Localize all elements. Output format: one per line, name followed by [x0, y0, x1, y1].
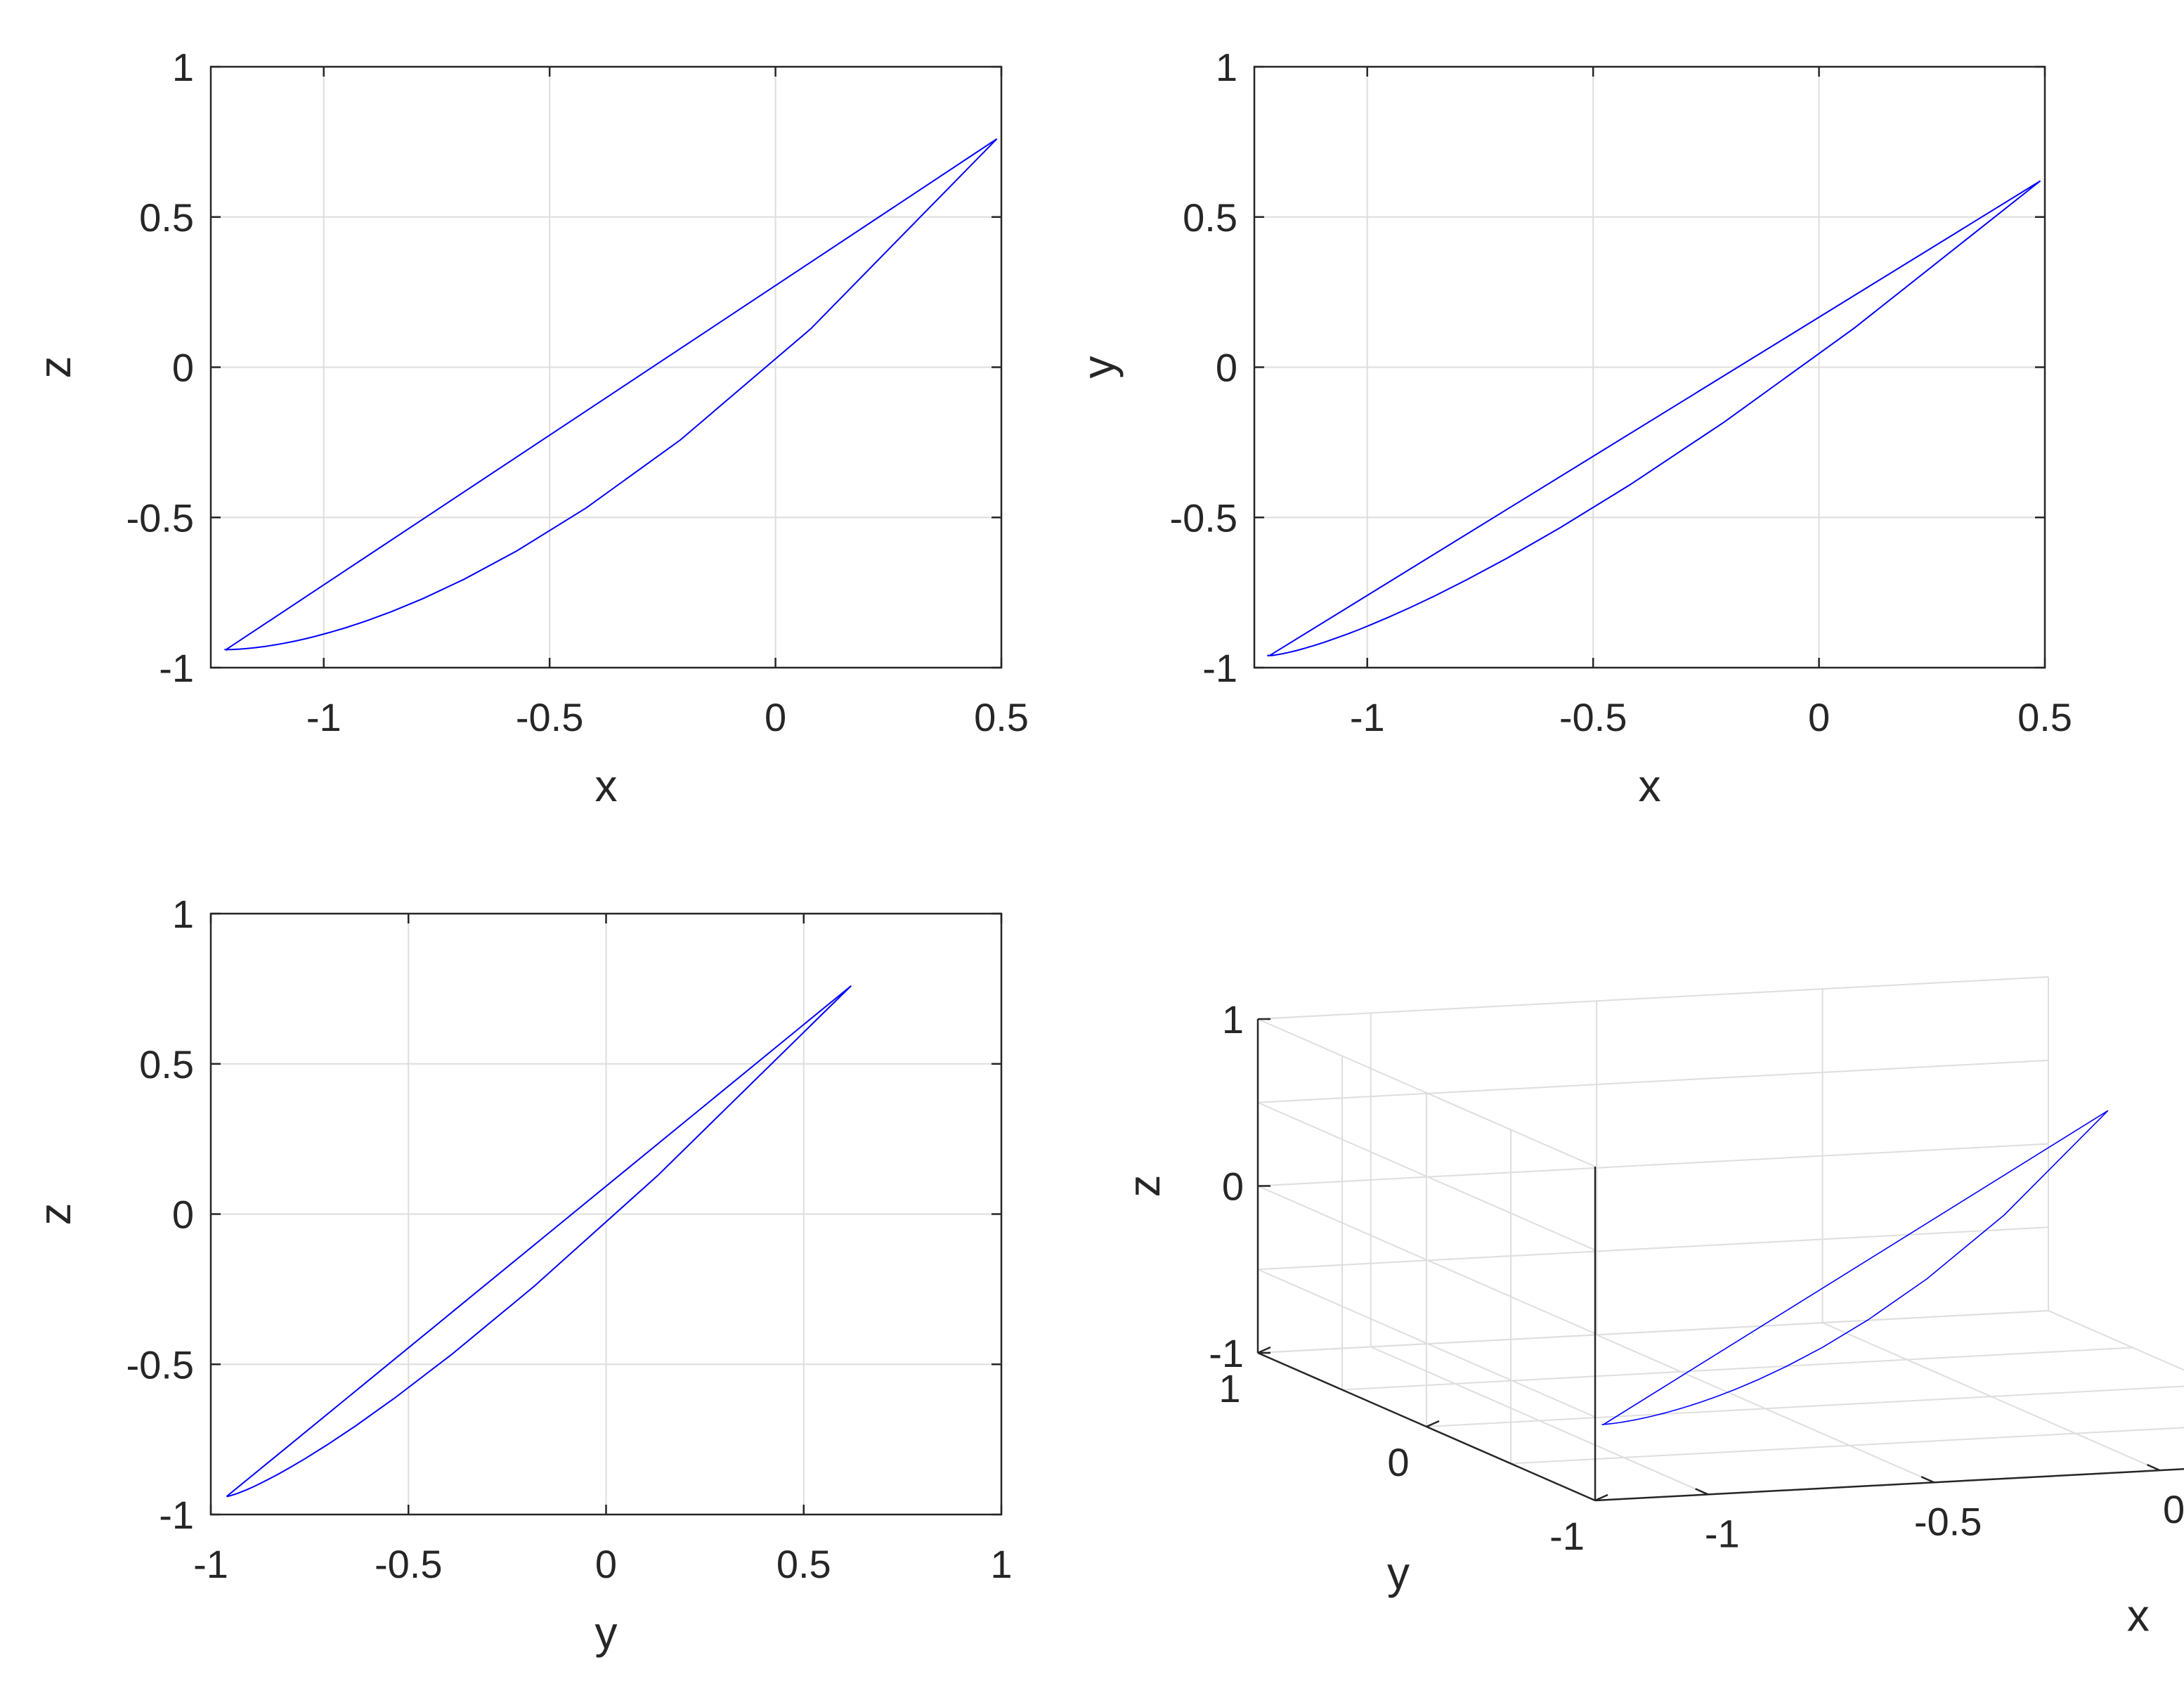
- x-tick-label: -0.5: [375, 1542, 443, 1586]
- y-tick-mark: [1257, 1346, 1271, 1354]
- x-tick-label: -1: [1350, 695, 1385, 739]
- x-axis-label: y: [595, 1607, 618, 1658]
- panel-xz: -1 -0.5 0 0.5 -1 -0.5 0 0.5 1 x z: [30, 45, 1029, 811]
- x-tick-label: -0.5: [1914, 1499, 1982, 1543]
- y-tick-mark: [1426, 1420, 1440, 1428]
- x-tick-label: 1: [990, 1542, 1012, 1586]
- y-tick-label: -1: [159, 1493, 194, 1537]
- y-tick-label: 1: [172, 45, 194, 89]
- x-tick-label: 0: [765, 695, 786, 739]
- x-tick-label: -1: [306, 695, 342, 739]
- y-axis-label: z: [30, 356, 80, 379]
- y-tick-mark: [1594, 1493, 1608, 1502]
- y-tick-label: 0: [172, 1193, 194, 1237]
- x-tick-label: -1: [193, 1542, 228, 1586]
- y-tick-label: 0: [1216, 346, 1237, 390]
- y-tick-label: 1: [1218, 1366, 1240, 1411]
- side-wall-gridline: [1257, 1269, 1596, 1418]
- attractor-trajectory: [224, 138, 998, 651]
- back-wall-gridline: [1257, 1226, 2049, 1271]
- side-wall-gridline: [1257, 1101, 1596, 1251]
- back-wall-gridline: [1257, 1310, 2049, 1354]
- x-tick-label: -0.5: [516, 695, 584, 739]
- x-tick-mark: [1920, 1476, 1935, 1484]
- y-tick-label: -1: [1202, 646, 1237, 690]
- x-axis-label: x: [1639, 760, 1661, 811]
- attractor-trajectory-3d: [1601, 1110, 2109, 1425]
- y-tick-label: 0: [172, 346, 194, 390]
- axes-frame: [209, 65, 1003, 669]
- panel-yz: -1 -0.5 0 0.5 1 -1 -0.5 0 0.5 1 y z: [30, 892, 1013, 1658]
- back-wall-gridline: [1257, 1059, 2049, 1103]
- y-tick-label: -1: [159, 646, 194, 690]
- x-tick-mark: [2147, 1464, 2161, 1472]
- y-tick-label: -0.5: [126, 1342, 195, 1387]
- floor-gridline: [1510, 1427, 2184, 1465]
- x-tick-label: -0.5: [1559, 695, 1627, 739]
- floor-gridline: [1594, 1468, 2184, 1501]
- y-tick-label: -0.5: [126, 495, 195, 540]
- side-wall-gridline: [1257, 1018, 1596, 1167]
- attractor-trajectory: [1267, 180, 2041, 656]
- axes-frame: [209, 912, 1003, 1516]
- y-tick-label: 0.5: [1183, 195, 1237, 240]
- back-wall-gridline: [1257, 976, 2049, 1020]
- floor-gridline: [2048, 1310, 2184, 1371]
- z-tick-label: 1: [1222, 997, 1244, 1042]
- x-tick-mark: [1695, 1488, 1709, 1496]
- axes-frame: [1253, 65, 2046, 669]
- back-wall-gridline: [1257, 1143, 2049, 1187]
- x-tick-label: -1: [1705, 1511, 1740, 1555]
- x-axis-label: x: [2127, 1590, 2150, 1641]
- y-tick-label: 0.5: [139, 195, 194, 240]
- z-axis-label: z: [1119, 1175, 1169, 1198]
- x-tick-label: 0: [2163, 1487, 2184, 1531]
- y-tick-label: -0.5: [1170, 495, 1238, 540]
- floor-gridline: [1426, 1385, 2184, 1427]
- y-tick-label: 1: [172, 892, 194, 936]
- y-tick-label: 1: [1216, 45, 1237, 89]
- x-tick-label: 0.5: [2017, 695, 2072, 739]
- x-tick-label: 0: [595, 1542, 617, 1586]
- x-tick-label: 0.5: [776, 1542, 831, 1586]
- x-axis-label: x: [595, 760, 618, 811]
- x-tick-label: 0.5: [974, 695, 1029, 739]
- attractor-trajectory: [226, 985, 852, 1498]
- x-axis-line: [1594, 1468, 2184, 1502]
- x-tick-label: 0: [1808, 695, 1830, 739]
- z-tick-label: 0: [1222, 1165, 1244, 1209]
- y-axis-label: z: [30, 1203, 80, 1226]
- y-tick-label: -1: [1549, 1514, 1585, 1558]
- side-wall-gridline: [1257, 1185, 1596, 1335]
- panel-xy: -1 -0.5 0 0.5 -1 -0.5 0 0.5 1 x y: [1073, 45, 2072, 811]
- z-tick-label: -1: [1209, 1331, 1244, 1375]
- y-axis-label: y: [1387, 1548, 1410, 1598]
- floor-gridline: [1341, 1347, 2133, 1391]
- y-axis-label: y: [1073, 356, 1124, 379]
- y-tick-label: 0.5: [139, 1042, 194, 1087]
- y-tick-label: 0: [1387, 1440, 1409, 1484]
